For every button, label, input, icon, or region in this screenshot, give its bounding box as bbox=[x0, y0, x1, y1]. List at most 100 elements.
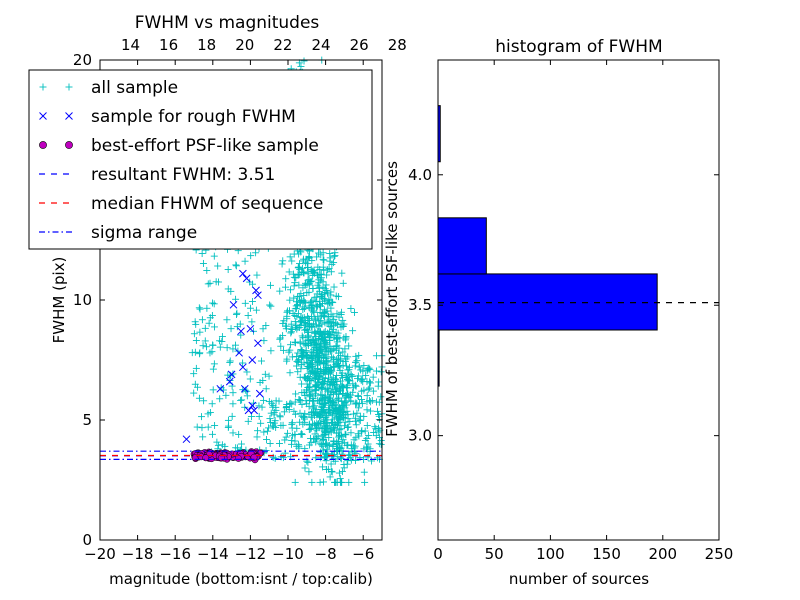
all-sample-point bbox=[191, 318, 199, 326]
all-sample-point bbox=[236, 320, 244, 328]
all-sample-point bbox=[295, 59, 303, 67]
all-sample-point bbox=[190, 389, 198, 397]
all-sample-point bbox=[311, 408, 319, 416]
all-sample-point bbox=[302, 325, 310, 333]
all-sample-point bbox=[204, 423, 212, 431]
all-sample-point bbox=[276, 287, 284, 295]
all-sample-point bbox=[300, 297, 308, 305]
legend-item: median FHWM of sequence bbox=[39, 194, 323, 214]
all-sample-point bbox=[244, 417, 252, 425]
all-sample-point bbox=[301, 410, 309, 418]
all-sample-point bbox=[341, 418, 349, 426]
all-sample-point bbox=[372, 398, 380, 406]
all-sample-point bbox=[224, 266, 232, 274]
all-sample-point bbox=[311, 402, 319, 410]
all-sample-point bbox=[321, 360, 329, 368]
all-sample-point bbox=[286, 346, 294, 354]
all-sample-point bbox=[292, 298, 300, 306]
all-sample-point bbox=[206, 349, 214, 357]
all-sample-point bbox=[309, 369, 317, 377]
all-sample-point bbox=[324, 266, 332, 274]
all-sample-point bbox=[320, 306, 328, 314]
all-sample-point bbox=[350, 308, 358, 316]
all-sample-point bbox=[330, 345, 338, 353]
all-sample-point bbox=[312, 321, 320, 329]
all-sample-point bbox=[342, 431, 350, 439]
all-sample-point bbox=[257, 357, 265, 365]
all-sample-point bbox=[302, 341, 310, 349]
all-sample-point bbox=[359, 375, 367, 383]
all-sample-point bbox=[360, 468, 368, 476]
all-sample-point bbox=[288, 353, 296, 361]
all-sample-point bbox=[285, 406, 293, 414]
all-sample-point bbox=[243, 368, 251, 376]
all-sample-point bbox=[313, 358, 321, 366]
all-sample-point bbox=[303, 352, 311, 360]
all-sample-point bbox=[282, 283, 290, 291]
all-sample-point bbox=[311, 314, 319, 322]
all-sample-point bbox=[325, 265, 333, 273]
all-sample-point bbox=[335, 363, 343, 371]
all-sample-point bbox=[289, 270, 297, 278]
all-sample-point bbox=[306, 434, 314, 442]
psf-like-point bbox=[202, 454, 210, 462]
all-sample-point bbox=[264, 427, 272, 435]
all-sample-point bbox=[312, 382, 320, 390]
all-sample-point bbox=[320, 256, 328, 264]
all-sample-point bbox=[312, 454, 320, 462]
all-sample-point bbox=[229, 429, 237, 437]
all-sample-point bbox=[286, 369, 294, 377]
all-sample-point bbox=[226, 376, 234, 384]
all-sample-point bbox=[288, 437, 296, 445]
all-sample-point bbox=[345, 342, 353, 350]
x-tick-label: 100 bbox=[536, 545, 565, 563]
all-sample-point bbox=[194, 383, 202, 391]
all-sample-point bbox=[262, 385, 270, 393]
all-sample-point bbox=[224, 423, 232, 431]
all-sample-point bbox=[210, 360, 218, 368]
all-sample-point bbox=[267, 302, 275, 310]
all-sample-point bbox=[338, 397, 346, 405]
all-sample-point bbox=[208, 311, 216, 319]
top-x-tick-label: 14 bbox=[121, 36, 140, 54]
all-sample-point bbox=[327, 288, 335, 296]
all-sample-point bbox=[287, 286, 295, 294]
all-sample-point bbox=[352, 352, 360, 360]
all-sample-point bbox=[313, 419, 321, 427]
x-tick-label: 150 bbox=[592, 545, 621, 563]
all-sample-point bbox=[347, 371, 355, 379]
all-sample-point bbox=[334, 329, 342, 337]
all-sample-point bbox=[208, 430, 216, 438]
all-sample-point bbox=[299, 334, 307, 342]
all-sample-point bbox=[300, 57, 308, 65]
all-sample-point bbox=[326, 408, 334, 416]
all-sample-point bbox=[320, 351, 328, 359]
all-sample-point bbox=[334, 437, 342, 445]
all-sample-point bbox=[302, 375, 310, 383]
all-sample-point bbox=[362, 372, 370, 380]
all-sample-point bbox=[334, 429, 342, 437]
all-sample-point bbox=[330, 437, 338, 445]
all-sample-point bbox=[312, 405, 320, 413]
all-sample-point bbox=[349, 327, 357, 335]
all-sample-point bbox=[271, 454, 279, 462]
all-sample-point bbox=[266, 415, 274, 423]
all-sample-point bbox=[257, 419, 265, 427]
all-sample-point bbox=[364, 385, 372, 393]
all-sample-point bbox=[323, 271, 331, 279]
all-sample-point bbox=[355, 416, 363, 424]
all-sample-point bbox=[275, 397, 283, 405]
all-sample-point bbox=[337, 371, 345, 379]
all-sample-point bbox=[323, 358, 331, 366]
rough-fwhm-point bbox=[255, 389, 264, 398]
all-sample-point bbox=[307, 338, 315, 346]
scatter-x-ticks: −20 −18 −16 −14 −12 −10 −8 −6 bbox=[84, 60, 374, 563]
all-sample-point bbox=[316, 375, 324, 383]
all-sample-point bbox=[298, 332, 306, 340]
all-sample-point bbox=[307, 390, 315, 398]
legend-label: sigma range bbox=[91, 223, 197, 243]
all-sample-point bbox=[196, 328, 204, 336]
all-sample-point bbox=[315, 283, 323, 291]
all-sample-point bbox=[322, 457, 330, 465]
all-sample-point bbox=[319, 463, 327, 471]
